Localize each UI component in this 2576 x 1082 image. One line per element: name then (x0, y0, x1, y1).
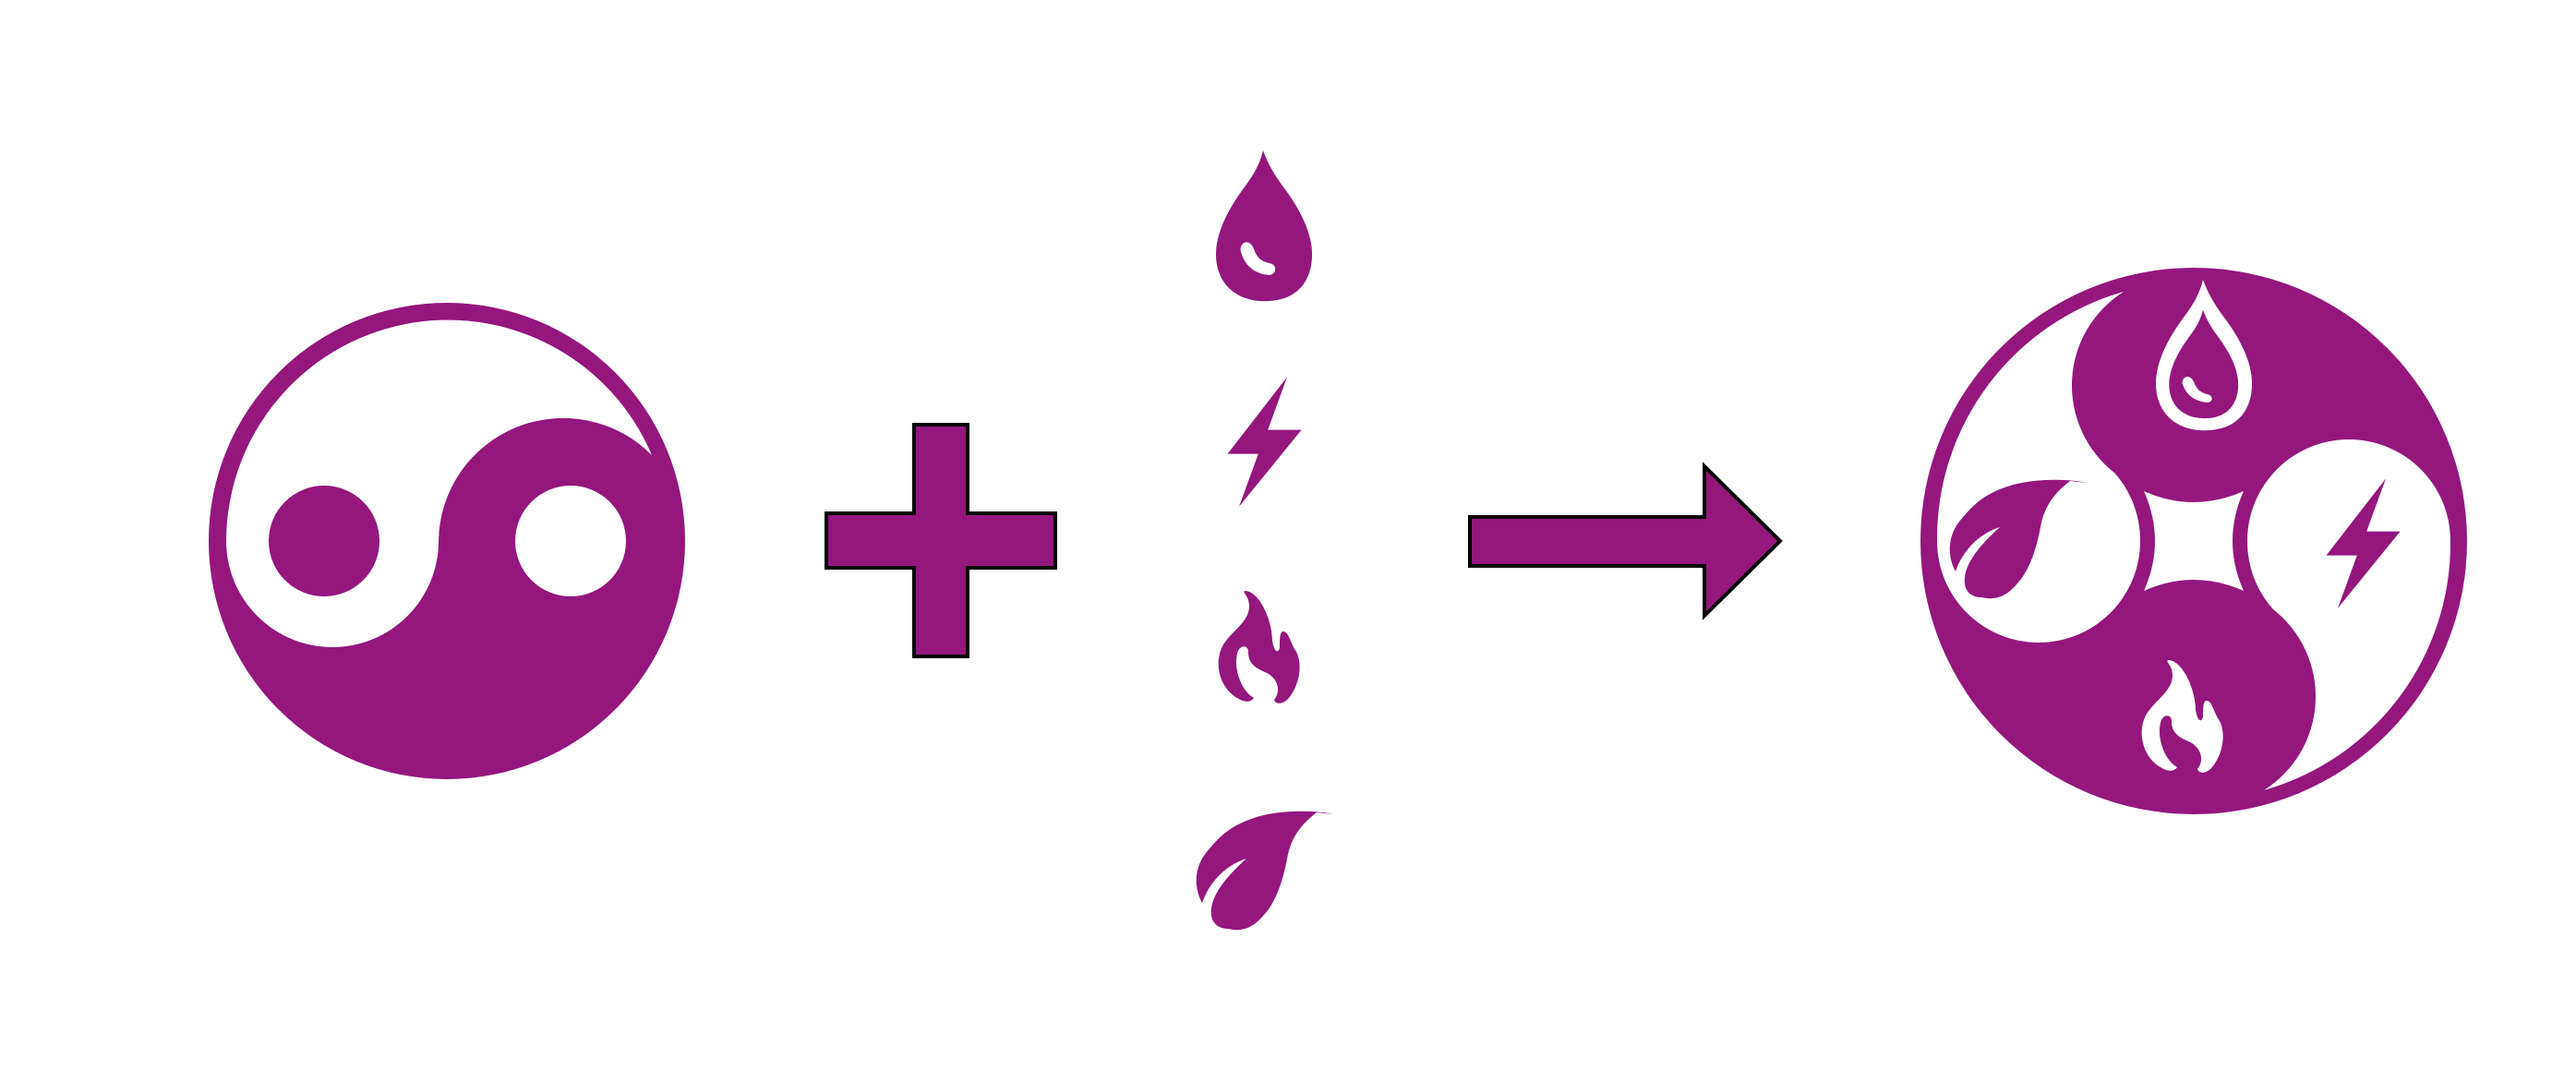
result-water-drop-icon (2156, 280, 2253, 431)
plus-sign (825, 423, 1057, 658)
result-arrow (1468, 462, 1783, 620)
yin-yang-dark-dot (269, 486, 379, 596)
result-white-region-right (2246, 439, 2451, 790)
element-icons-column (1196, 150, 1333, 931)
fire-icon (1218, 591, 1300, 703)
yin-yang-light-dot (515, 486, 626, 596)
leaf-icon (1196, 811, 1333, 931)
lightning-icon (1227, 377, 1302, 507)
result-center-star (2144, 491, 2244, 591)
water-drop-icon (1216, 150, 1313, 302)
four-element-circle (1920, 268, 2467, 814)
yin-yang-symbol (209, 303, 685, 779)
